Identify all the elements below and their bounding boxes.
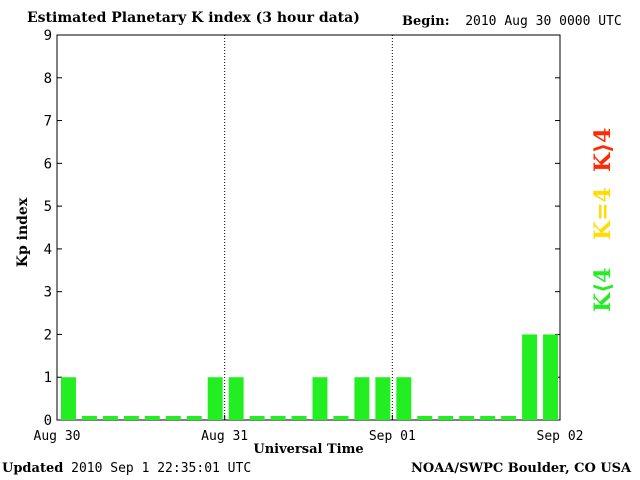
kp-bar xyxy=(81,416,97,420)
y-tick-label: 8 xyxy=(44,71,52,87)
begin-label: Begin: xyxy=(402,14,450,29)
y-tick-label: 1 xyxy=(44,370,52,386)
x-tick-label: Aug 31 xyxy=(201,429,248,444)
y-tick-label: 0 xyxy=(44,413,52,429)
kp-bar xyxy=(228,377,244,420)
y-tick-label: 3 xyxy=(44,285,52,301)
x-axis-title: Universal Time xyxy=(253,442,363,457)
kp-bar xyxy=(61,377,76,420)
kp-bar xyxy=(459,416,475,420)
y-tick-label: 7 xyxy=(44,114,52,130)
x-tick-label: Sep 02 xyxy=(537,429,584,444)
kp-bar xyxy=(144,416,160,420)
legend-k-equal-4: K=4 xyxy=(590,187,616,240)
kp-bar xyxy=(249,416,265,420)
kp-bar xyxy=(522,334,538,420)
kp-bar xyxy=(207,377,223,420)
y-tick-label: 5 xyxy=(44,199,52,215)
kp-bar xyxy=(354,377,370,420)
kp-bar xyxy=(186,416,202,420)
plot-frame xyxy=(56,34,561,421)
kp-bar xyxy=(102,416,118,420)
y-tick-label: 6 xyxy=(44,156,52,172)
kp-bar xyxy=(480,416,496,420)
x-tick-label: Sep 01 xyxy=(369,429,416,444)
kp-bar xyxy=(396,377,412,420)
source-credit: NOAA/SWPC Boulder, CO USA xyxy=(411,461,632,476)
y-tick-label: 9 xyxy=(44,28,52,44)
updated-info: Updated 2010 Sep 1 22:35:01 UTC xyxy=(2,461,251,476)
updated-value: 2010 Sep 1 22:35:01 UTC xyxy=(71,461,252,476)
updated-label: Updated xyxy=(2,461,64,476)
kp-bar xyxy=(438,416,454,420)
legend-k-less-4: K⟨4 xyxy=(590,267,616,312)
kp-bar xyxy=(501,416,517,420)
kp-bar xyxy=(123,416,139,420)
kp-bar xyxy=(333,416,349,420)
y-tick-label: 4 xyxy=(44,242,52,258)
begin-info: Begin: 2010 Aug 30 0000 UTC xyxy=(402,14,622,29)
begin-value: 2010 Aug 30 0000 UTC xyxy=(465,14,622,29)
kp-bar xyxy=(312,377,328,420)
chart-title: Estimated Planetary K index (3 hour data… xyxy=(27,10,360,26)
kp-bar xyxy=(165,416,181,420)
x-tick-label: Aug 30 xyxy=(34,429,81,444)
kp-bar xyxy=(417,416,433,420)
y-axis-title: Kp index xyxy=(15,197,31,267)
kp-bar xyxy=(291,416,307,420)
kp-bar xyxy=(270,416,286,420)
kp-bar xyxy=(543,334,558,420)
y-tick-label: 2 xyxy=(44,327,52,343)
legend-k-greater-4: K⟩4 xyxy=(590,127,616,172)
kp-bar xyxy=(375,377,391,420)
